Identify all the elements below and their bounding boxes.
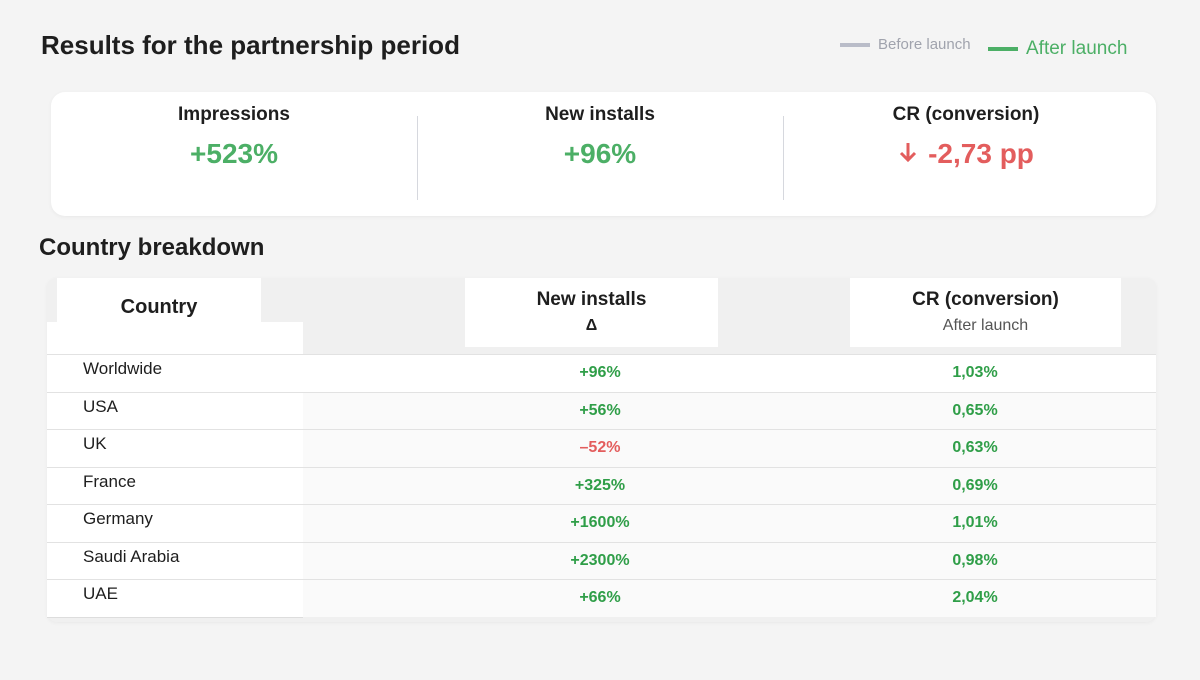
installs-delta: +325%: [574, 476, 626, 494]
header-label: CR (conversion): [912, 289, 1059, 310]
table-row: Worldwide +96% 1,03%: [47, 354, 1156, 393]
country: Worldwide: [83, 359, 163, 378]
header-cell: CR (conversion) After launch: [850, 278, 1121, 347]
installs-delta: –52%: [579, 439, 621, 456]
cr-value: 0,63%: [952, 439, 998, 456]
table-row: Germany +1600% 1,01%: [47, 504, 1156, 543]
country: France: [83, 471, 136, 491]
installs-delta: +2300%: [570, 551, 630, 569]
legend-item: Before launch: [840, 36, 971, 53]
header-fill: [47, 322, 303, 354]
country: UAE: [83, 584, 118, 603]
kpi-card: [51, 92, 1156, 216]
table-row: UK –52% 0,63%: [47, 429, 1156, 468]
header-label: Country: [120, 296, 198, 318]
cr-value: 0,69%: [952, 476, 998, 494]
installs-delta: +56%: [579, 401, 621, 419]
table-row: UAE +66% 2,04%: [47, 579, 1156, 618]
table-row: USA +56% 0,65%: [47, 391, 1156, 431]
kpi-value-text: +96%: [563, 138, 637, 169]
legend-swatch: [840, 42, 870, 47]
header-sub: Δ: [585, 317, 598, 334]
cr-value: 1,03%: [952, 364, 998, 381]
kpi: CR (conversion) -2,73 pp: [783, 104, 1149, 170]
kpi: New installs +96%: [417, 104, 783, 170]
country: Saudi Arabia: [83, 546, 180, 566]
header-label: New installs: [536, 289, 647, 310]
installs-delta: +66%: [579, 589, 621, 606]
installs-delta: +96%: [579, 364, 621, 381]
kpi-value: -2,73 pp: [783, 138, 1149, 170]
country: UK: [83, 434, 107, 453]
divider: [417, 116, 418, 200]
header-cell: Country: [57, 278, 261, 322]
legend-item: After launch: [988, 38, 1127, 60]
row-white: [47, 580, 303, 618]
down-arrow: [900, 143, 917, 163]
section-title: Country breakdown: [39, 234, 265, 261]
header-sub: After launch: [942, 317, 1029, 334]
legend-swatch: [988, 47, 1018, 51]
header-cell: New installs Δ: [465, 278, 718, 347]
kpi: Impressions +523%: [51, 104, 417, 170]
kpi-value-text: -2,73 pp: [928, 138, 1034, 169]
divider: [783, 116, 784, 200]
kpi-value-text: +523%: [190, 138, 278, 169]
cr-value: 2,04%: [952, 589, 998, 606]
country: Germany: [83, 509, 153, 528]
cr-value: 0,98%: [952, 551, 998, 569]
country: USA: [83, 396, 118, 416]
cr-value: 0,65%: [952, 401, 998, 419]
installs-delta: +1600%: [570, 514, 630, 531]
page-title: Results for the partnership period: [41, 30, 460, 60]
legend-label: Before launch: [878, 36, 971, 53]
table-row: France +325% 0,69%: [47, 466, 1156, 506]
kpi-label: CR (conversion): [892, 104, 1040, 125]
table-row: Saudi Arabia +2300% 0,98%: [47, 541, 1156, 581]
row-white: [47, 467, 303, 506]
kpi-label: New installs: [545, 104, 655, 125]
kpi-label: Impressions: [178, 104, 290, 125]
kpi-value: +96%: [417, 138, 783, 170]
kpi-value: +523%: [51, 138, 417, 170]
cr-value: 1,01%: [952, 514, 998, 531]
legend-label: After launch: [1026, 38, 1128, 59]
